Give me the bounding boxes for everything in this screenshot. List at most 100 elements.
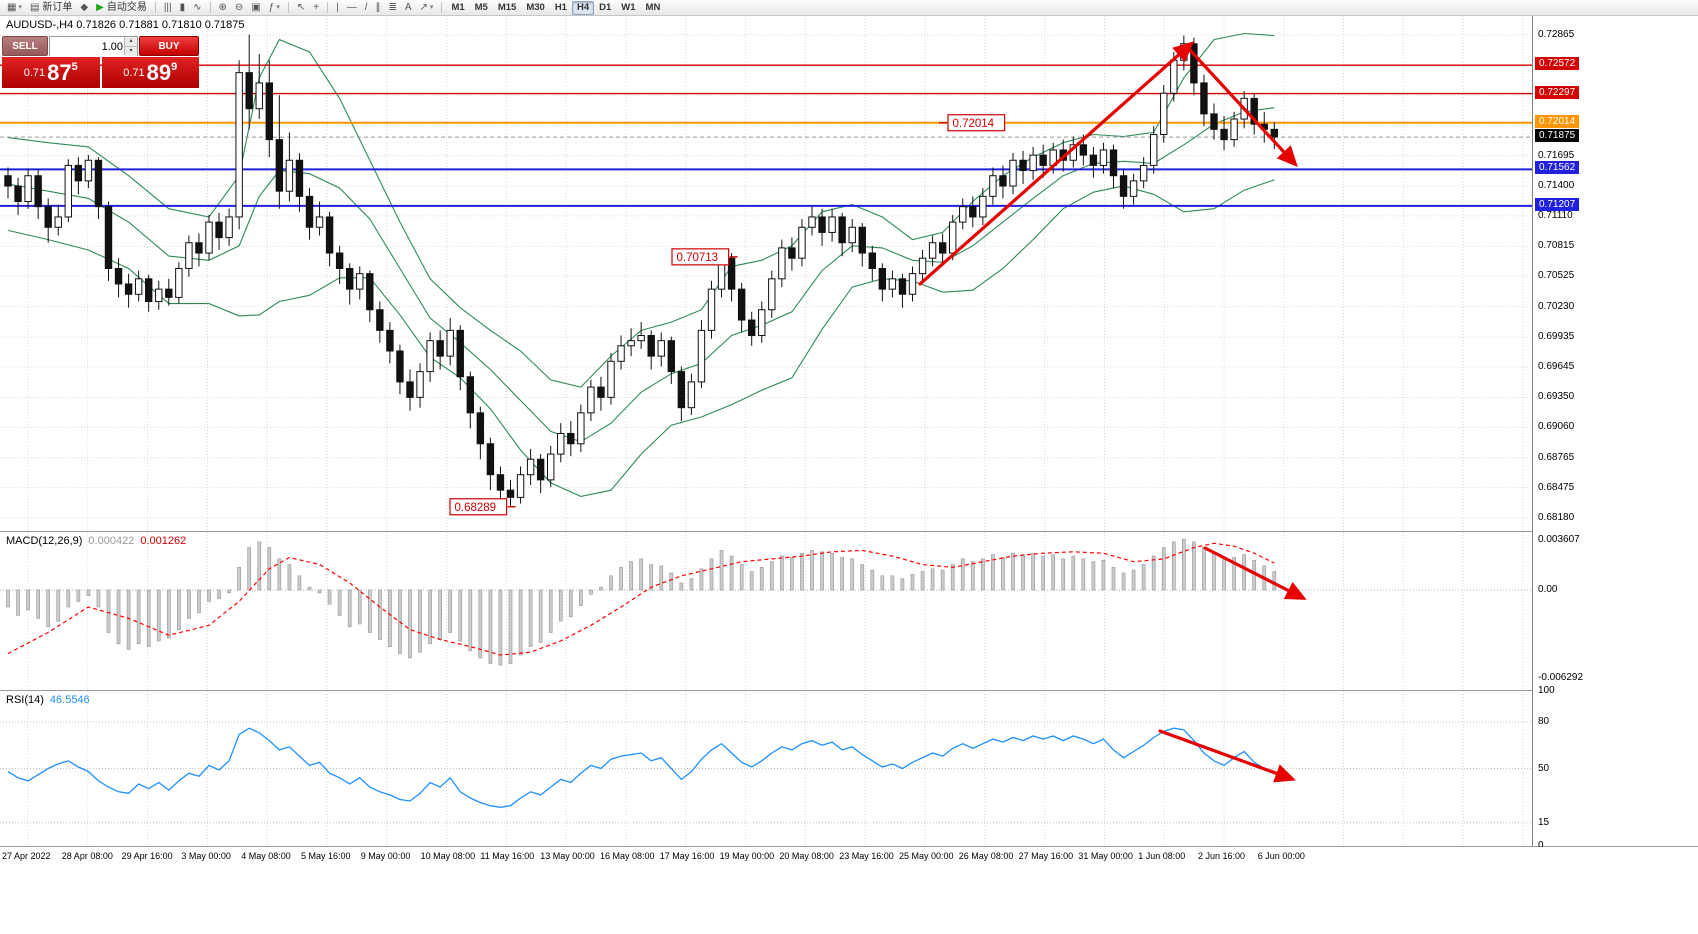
arrow-tool-button[interactable]: ↗ ▾ — [416, 1, 438, 15]
trend-arrow[interactable] — [1158, 729, 1296, 783]
indicators-button[interactable]: ƒ ▾ — [265, 1, 284, 15]
time-tick-label: 6 Jun 00:00 — [1257, 851, 1305, 861]
dropdown-arrow-icon: ▾ — [276, 4, 280, 11]
macd-histogram — [6, 538, 1277, 666]
vertical-line-button[interactable]: | — [332, 1, 343, 15]
timeframe-mn[interactable]: MN — [641, 1, 666, 15]
tile-windows-button[interactable]: ▣ — [247, 1, 264, 15]
macd-value-signal: 0.001262 — [140, 535, 187, 547]
svg-text:0.72014: 0.72014 — [953, 118, 995, 130]
time-tick-label: 23 May 16:00 — [839, 851, 894, 861]
candlestick-type-button[interactable]: ▮ — [176, 1, 190, 15]
time-tick-label: 2 Jun 16:00 — [1198, 851, 1246, 861]
time-tick-label: 25 May 00:00 — [899, 851, 954, 861]
timeframe-m1[interactable]: M1 — [446, 1, 469, 15]
bollinger-middle-band — [7, 107, 1275, 443]
time-tick-label: 1 Jun 08:00 — [1138, 851, 1186, 861]
new-chart-button[interactable]: ▦ ▾ — [3, 1, 26, 15]
svg-text:0.68289: 0.68289 — [455, 502, 497, 514]
time-tick-label: 27 Apr 2022 — [2, 851, 51, 861]
toolbar-separator — [441, 2, 443, 13]
bars-icon: ||| — [163, 1, 172, 13]
buy-price-sup: 9 — [171, 61, 178, 73]
price-tick-label: 0.70815 — [1538, 240, 1575, 252]
main-price-chart[interactable]: 0.72014 0.70713 0.68289 — [0, 16, 1532, 531]
fibonacci-button[interactable]: ≣ — [384, 1, 400, 15]
price-annotation[interactable]: 0.68289 — [449, 498, 516, 516]
rsi-value: 46.5546 — [49, 694, 90, 706]
text-tool-button[interactable]: A — [401, 1, 416, 15]
trend-arrow[interactable] — [1203, 546, 1307, 600]
price-tick-label: 0.71400 — [1538, 180, 1575, 192]
cursor-button[interactable]: ↖ — [293, 1, 309, 15]
dropdown-arrow-icon: ▾ — [429, 4, 434, 11]
timeframe-m15[interactable]: M15 — [493, 1, 521, 15]
time-tick-label: 27 May 16:00 — [1018, 851, 1074, 861]
time-tick-label: 28 Apr 08:00 — [61, 851, 113, 861]
line-chart-icon: ∿ — [193, 1, 202, 13]
volume-stepper[interactable]: ▴ ▾ — [49, 36, 138, 56]
volume-down-icon[interactable]: ▾ — [125, 47, 137, 56]
panel-separator — [0, 846, 1698, 847]
price-axis[interactable]: 0.72865 0.71695 0.71400 0.71110 0.70815 0.705… — [1532, 16, 1698, 851]
timeframe-h4[interactable]: H4 — [571, 0, 595, 15]
horizontal-line-button[interactable]: — — [343, 1, 361, 15]
candles-icon: ▮ — [179, 1, 186, 13]
chart-window-icon: ▦ — [7, 1, 17, 13]
buy-price-display[interactable]: 0.71 89 9 — [101, 57, 199, 88]
autotrading-button-label: 自动交易 — [106, 1, 147, 13]
price-tick-label: 0.72865 — [1538, 29, 1575, 40]
autotrading-play-icon: ▶ — [96, 1, 104, 13]
buy-price-prefix: 0.71 — [123, 67, 145, 79]
svg-text:0.70713: 0.70713 — [677, 252, 719, 264]
panel-separator[interactable] — [0, 531, 1698, 532]
timeframe-w1[interactable]: W1 — [616, 1, 640, 15]
channel-button[interactable]: ∥ — [371, 1, 384, 15]
trendline-button[interactable]: / — [361, 1, 372, 15]
bar-chart-type-button[interactable]: ||| — [160, 1, 176, 15]
time-tick-label: 17 May 16:00 — [659, 851, 715, 861]
zoom-out-icon: ⊖ — [234, 1, 244, 13]
mql-wizard-button[interactable]: ◆ — [76, 1, 92, 15]
toolbar-separator — [154, 2, 156, 13]
price-annotation[interactable]: 0.70713 — [671, 248, 738, 266]
trend-arrow[interactable] — [918, 41, 1195, 286]
buy-button[interactable]: BUY — [139, 36, 199, 56]
dropdown-arrow-icon: ▾ — [18, 4, 22, 11]
rsi-tick-label: 80 — [1538, 716, 1550, 727]
zoom-out-button[interactable]: ⊖ — [231, 1, 247, 15]
line-chart-type-button[interactable]: ∿ — [189, 1, 205, 15]
price-tick-label: 0.68180 — [1538, 512, 1575, 523]
timeframe-m30[interactable]: M30 — [521, 1, 549, 15]
panel-separator[interactable] — [0, 690, 1698, 691]
timeframe-m5[interactable]: M5 — [470, 1, 493, 15]
price-tick-label: 0.69935 — [1538, 331, 1575, 343]
macd-signal-line — [7, 542, 1275, 656]
time-axis[interactable]: 27 Apr 2022 28 Apr 08:00 29 Apr 16:00 3 May… — [0, 847, 1698, 869]
price-level-badge: 0.71207 — [1535, 197, 1580, 211]
rsi-tick-label: 100 — [1538, 685, 1555, 696]
volume-up-icon[interactable]: ▴ — [125, 37, 137, 47]
sell-price-prefix: 0.71 — [23, 67, 46, 79]
chart-symbol-ohlc-label: AUDUSD-,H4 0.71826 0.71881 0.71810 0.718… — [6, 19, 245, 31]
rsi-panel[interactable] — [0, 691, 1532, 846]
autotrading-button[interactable]: ▶ 自动交易 — [92, 1, 151, 15]
crosshair-button[interactable]: + — [309, 1, 323, 15]
timeframe-h1[interactable]: H1 — [550, 1, 572, 15]
macd-panel[interactable] — [0, 532, 1532, 690]
time-tick-label: 5 May 16:00 — [301, 851, 351, 861]
price-tick-label: 0.70230 — [1538, 300, 1575, 312]
sell-button[interactable]: SELL — [2, 36, 48, 56]
wizard-icon: ◆ — [80, 1, 89, 13]
zoom-in-button[interactable]: ⊕ — [215, 1, 231, 15]
price-annotation[interactable]: 0.72014 — [939, 114, 1006, 132]
timeframe-d1[interactable]: D1 — [594, 1, 616, 15]
channel-icon: ∥ — [375, 1, 381, 13]
text-tool-icon: A — [404, 1, 412, 13]
new-order-button[interactable]: ▤ 新订单 — [26, 1, 76, 15]
tile-windows-icon: ▣ — [251, 1, 261, 13]
trend-arrow[interactable] — [1187, 47, 1298, 168]
volume-input[interactable] — [50, 38, 137, 56]
time-tick-label: 19 May 00:00 — [719, 851, 775, 861]
sell-price-display[interactable]: 0.71 87 5 — [2, 57, 100, 88]
